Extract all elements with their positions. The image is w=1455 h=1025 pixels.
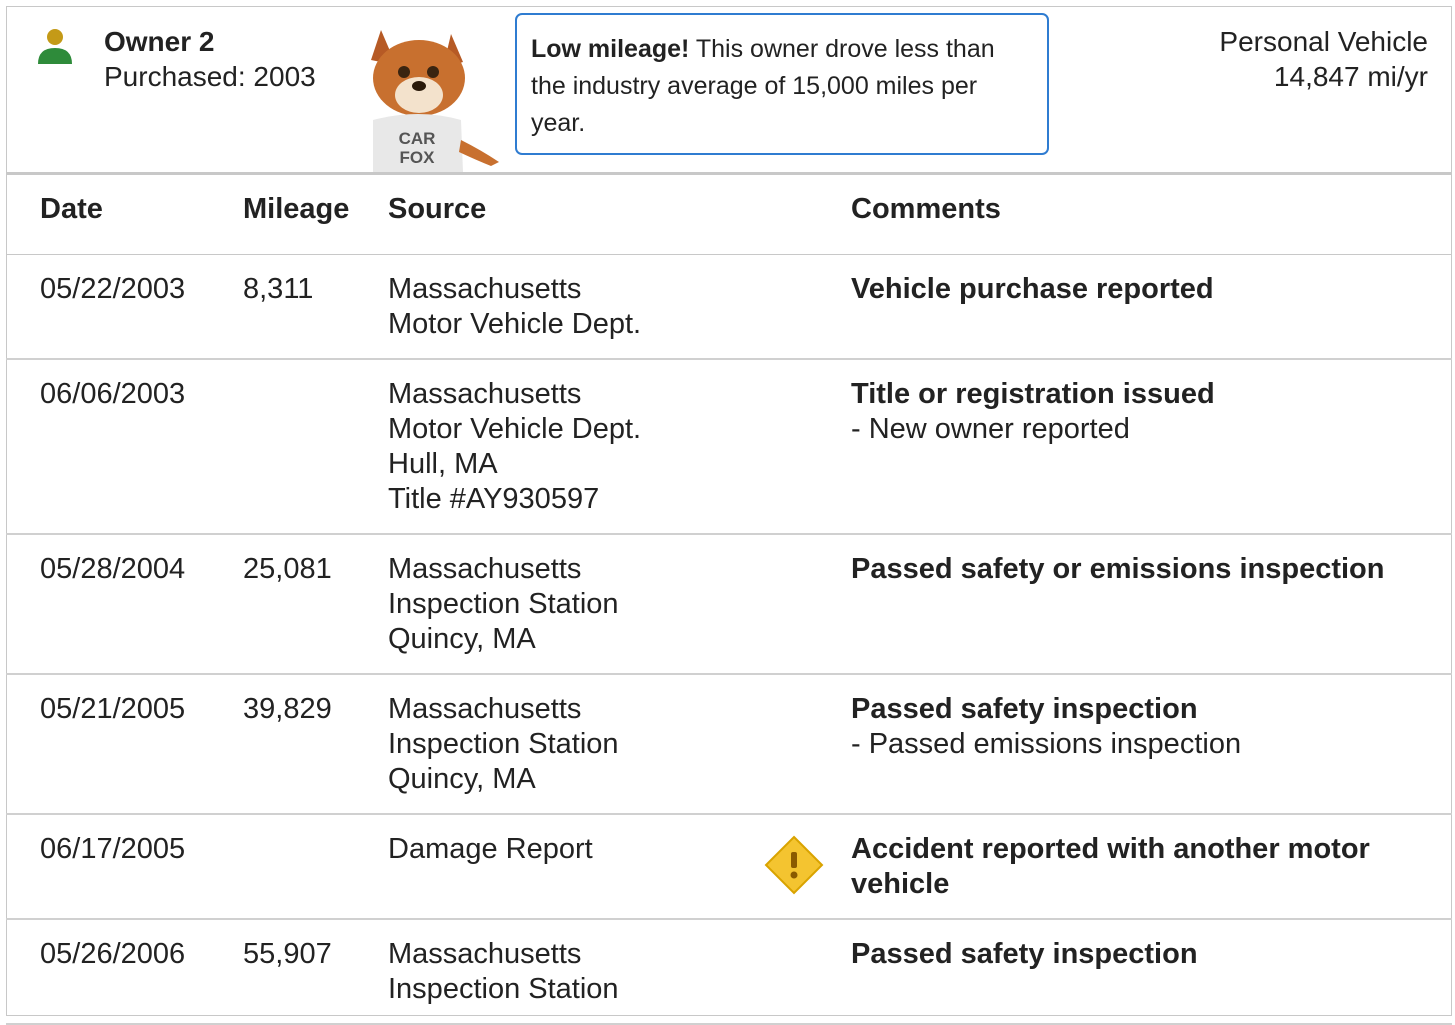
owner-title: Owner 2 xyxy=(104,26,214,58)
comment: Passed safety inspection xyxy=(851,692,1452,727)
column-header: Comments xyxy=(851,192,1452,227)
mileage-cell xyxy=(243,832,388,902)
comment-cell: Accident reported with another motor veh… xyxy=(851,832,1452,902)
date: 06/06/2003 xyxy=(40,377,243,412)
mileage-cell: 55,907 xyxy=(243,937,388,1007)
purchase-year: Purchased: 2003 xyxy=(104,61,316,93)
comment: Title or registration issued xyxy=(851,377,1452,412)
vehicle-usage: Personal Vehicle xyxy=(1219,26,1428,58)
source-line: Massachusetts xyxy=(388,377,851,412)
source-line: Massachusetts xyxy=(388,692,851,727)
date: 05/21/2005 xyxy=(40,692,243,727)
source-line: Quincy, MA xyxy=(388,622,851,657)
warning-icon xyxy=(764,835,824,895)
date-cell: 05/22/2003 xyxy=(40,272,243,342)
date-cell: 05/28/2004 xyxy=(40,552,243,657)
mascot-shirt: FOX xyxy=(400,148,436,167)
date: 05/28/2004 xyxy=(40,552,243,587)
notice: Low mileage! This owner drove less than … xyxy=(515,13,1049,155)
mileage: 55,907 xyxy=(243,937,388,972)
date-cell: 05/21/2005 xyxy=(40,692,243,797)
source-line: Massachusetts xyxy=(388,552,851,587)
source-line: Massachusetts xyxy=(388,272,851,307)
mascot: CAR FOX xyxy=(351,20,501,172)
mileage: 25,081 xyxy=(243,552,388,587)
date: 05/22/2003 xyxy=(40,272,243,307)
comment: Passed safety or emissions inspection xyxy=(851,552,1452,587)
comment-detail: - New owner reported xyxy=(851,412,1452,447)
column-header: Date xyxy=(40,192,243,227)
comment-detail: - Passed emissions inspection xyxy=(851,727,1452,762)
date: 05/26/2006 xyxy=(40,937,243,972)
mileage: 8,311 xyxy=(243,272,388,307)
mileage: 39,829 xyxy=(243,692,388,727)
column-header: Mileage xyxy=(243,192,388,227)
mascot-shirt: CAR xyxy=(399,129,436,148)
mileage-cell: 25,081 xyxy=(243,552,388,657)
date-cell: 06/06/2003 xyxy=(40,377,243,517)
comment-cell: Passed safety inspection xyxy=(851,937,1452,1007)
comment: Accident reported with another motor veh… xyxy=(851,832,1452,902)
source-line: Hull, MA xyxy=(388,447,851,482)
source-line: Motor Vehicle Dept. xyxy=(388,307,851,342)
source-line: Inspection Station xyxy=(388,587,851,622)
owner-icon xyxy=(36,28,76,68)
date-cell: 05/26/2006 xyxy=(40,937,243,1007)
comment: Passed safety inspection xyxy=(851,937,1452,972)
source-line: Inspection Station xyxy=(388,727,851,762)
comment: Vehicle purchase reported xyxy=(851,272,1452,307)
page: Owner 2 Purchased: 2003 CAR FOX Low mile… xyxy=(0,0,1455,1002)
column-header: Source xyxy=(388,192,851,227)
comment-cell: Passed safety or emissions inspection xyxy=(851,552,1452,657)
mileage-cell: 8,311 xyxy=(243,272,388,342)
mileage-rate: 14,847 mi/yr xyxy=(1274,61,1428,93)
source-line: Title #AY930597 xyxy=(388,482,851,517)
owner-header: Owner 2 Purchased: 2003 CAR FOX Low mile… xyxy=(6,6,1452,175)
mileage-cell: 39,829 xyxy=(243,692,388,797)
date-cell: 06/17/2005 xyxy=(40,832,243,902)
comment-cell: Vehicle purchase reported xyxy=(851,272,1452,342)
source-line: Motor Vehicle Dept. xyxy=(388,412,851,447)
source-line: Quincy, MA xyxy=(388,762,851,797)
source-line: Massachusetts xyxy=(388,937,851,972)
notice-title: Low mileage! xyxy=(531,35,689,63)
mileage-cell xyxy=(243,377,388,517)
comment-cell: Passed safety inspection- Passed emissio… xyxy=(851,692,1452,797)
comment-cell: Title or registration issued- New owner … xyxy=(851,377,1452,517)
date: 06/17/2005 xyxy=(40,832,243,867)
